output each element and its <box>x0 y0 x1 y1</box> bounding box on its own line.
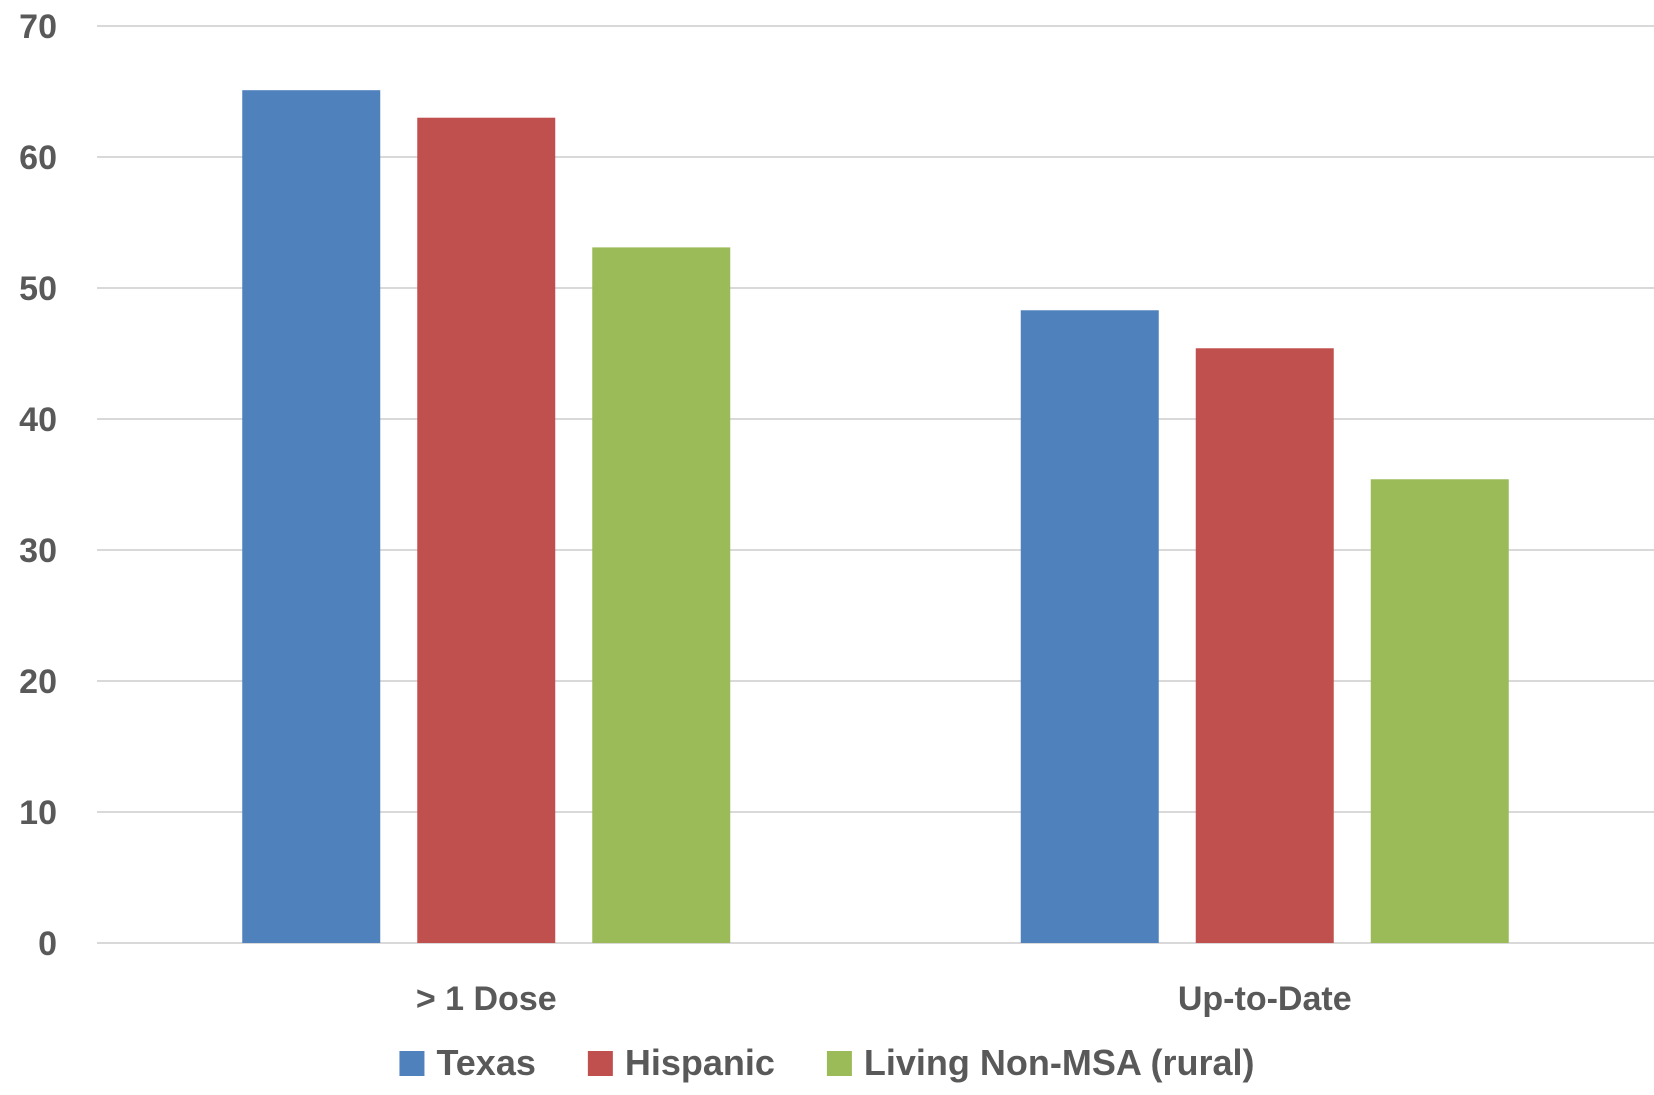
bar-texas-2 <box>1020 310 1159 943</box>
bar-texas-1 <box>242 90 381 943</box>
x-category-label-1: > 1 Dose <box>416 980 557 1018</box>
y-tick-label-40: 40 <box>19 401 57 439</box>
bar-hispanic-1 <box>417 117 556 943</box>
x-axis-categories: > 1 Dose Up-to-Date <box>416 980 1352 1018</box>
y-tick-label-10: 10 <box>19 794 57 832</box>
bar-hispanic-2 <box>1195 348 1334 943</box>
y-axis-ticks: 0 10 20 30 40 50 60 70 <box>19 8 57 963</box>
legend-item-3: Living Non-MSA (rural) <box>826 1042 1255 1083</box>
legend-swatch-3 <box>826 1051 852 1076</box>
legend-label-3: Living Non-MSA (rural) <box>864 1042 1255 1083</box>
y-tick-label-50: 50 <box>19 270 57 308</box>
y-tick-label-70: 70 <box>19 8 57 46</box>
legend: Texas Hispanic Living Non-MSA (rural) <box>399 1042 1255 1083</box>
y-tick-label-60: 60 <box>19 139 57 177</box>
legend-item-2: Hispanic <box>587 1042 775 1083</box>
legend-label-2: Hispanic <box>625 1042 775 1083</box>
legend-swatch-2 <box>587 1051 613 1076</box>
legend-label-1: Texas <box>436 1042 535 1083</box>
y-tick-label-30: 30 <box>19 532 57 570</box>
y-tick-label-20: 20 <box>19 663 57 701</box>
y-tick-label-0: 0 <box>38 925 57 963</box>
bars <box>242 90 1509 943</box>
legend-item-1: Texas <box>399 1042 536 1083</box>
x-category-label-2: Up-to-Date <box>1178 980 1352 1018</box>
bar-living-non-msa-rural-2 <box>1370 479 1509 943</box>
legend-swatch-1 <box>399 1051 425 1076</box>
bar-living-non-msa-rural-1 <box>592 247 731 943</box>
